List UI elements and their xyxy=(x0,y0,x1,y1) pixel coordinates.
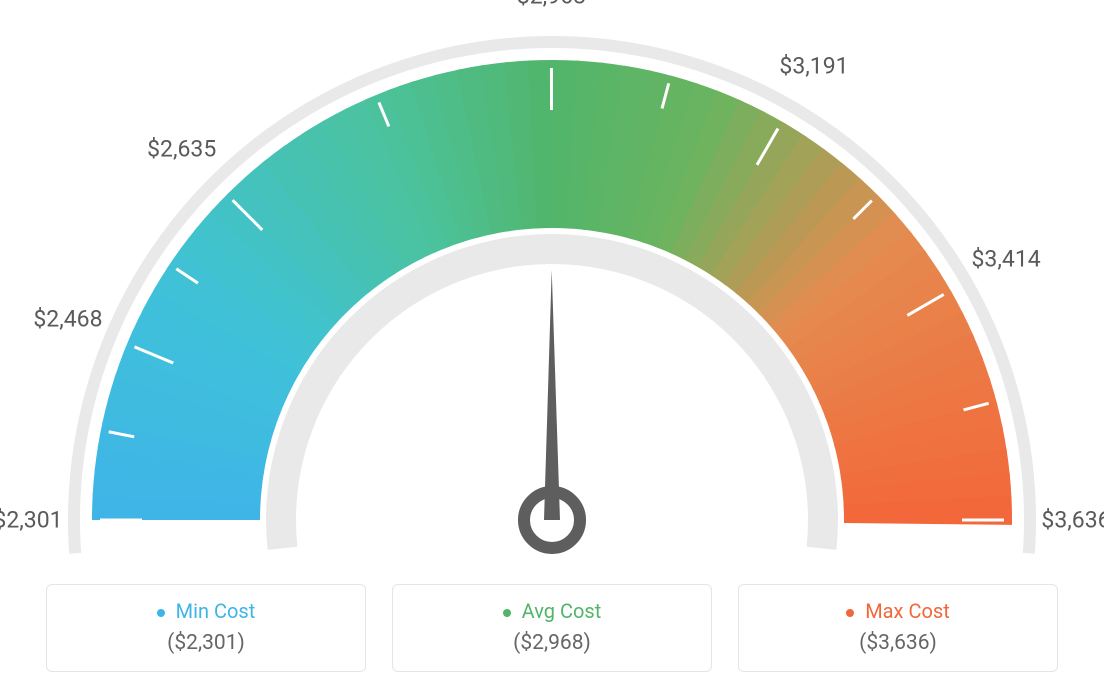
legend-label-min: Min Cost xyxy=(176,599,256,623)
gauge-tick-label: $3,191 xyxy=(779,53,848,80)
legend-card-min: Min Cost ($2,301) xyxy=(46,584,366,672)
legend-title-min: Min Cost xyxy=(57,599,355,623)
gauge-tick-label: $2,968 xyxy=(517,0,586,10)
legend-value-max: ($3,636) xyxy=(749,631,1047,655)
legend-label-max: Max Cost xyxy=(865,599,950,623)
gauge-tick-label: $2,301 xyxy=(0,507,63,534)
legend-value-avg: ($2,968) xyxy=(403,631,701,655)
gauge-tick-label: $2,635 xyxy=(147,136,216,163)
cost-gauge: $2,301 $2,468 $2,635 $2,968 $3,191 $3,414 $3,6… xyxy=(0,0,1104,560)
gauge-tick-label: $3,636 xyxy=(1041,507,1104,534)
legend-value-min: ($2,301) xyxy=(57,631,355,655)
dot-icon xyxy=(157,609,165,617)
dot-icon xyxy=(503,609,511,617)
legend-title-avg: Avg Cost xyxy=(403,599,701,623)
dot-icon xyxy=(846,609,854,617)
legend-label-avg: Avg Cost xyxy=(522,599,602,623)
gauge-tick-label: $2,468 xyxy=(33,306,102,333)
legend-row: Min Cost ($2,301) Avg Cost ($2,968) Max … xyxy=(0,584,1104,672)
legend-card-max: Max Cost ($3,636) xyxy=(738,584,1058,672)
legend-title-max: Max Cost xyxy=(749,599,1047,623)
gauge-svg xyxy=(0,0,1104,560)
gauge-tick-label: $3,414 xyxy=(972,245,1041,272)
legend-card-avg: Avg Cost ($2,968) xyxy=(392,584,712,672)
